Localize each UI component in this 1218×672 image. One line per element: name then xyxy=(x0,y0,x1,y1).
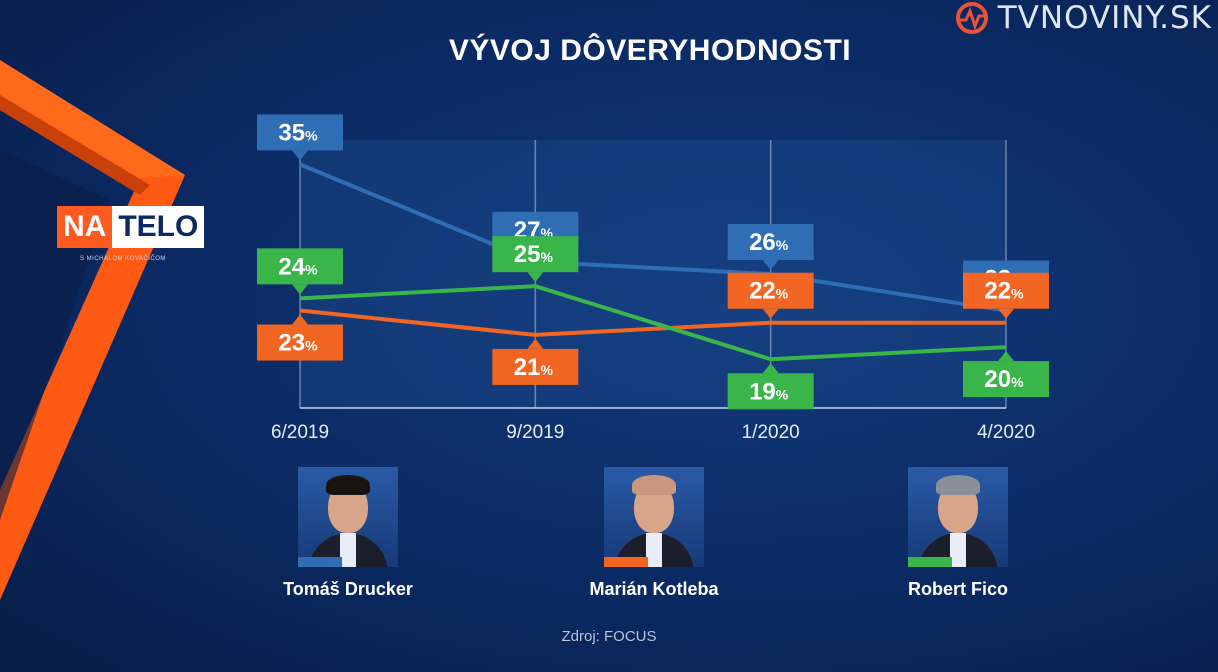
data-label-pointer xyxy=(527,338,544,349)
data-label-pointer xyxy=(998,308,1014,319)
data-label-pointer xyxy=(762,363,779,374)
show-logo: NA TELO xyxy=(57,206,205,248)
data-label-pointer xyxy=(292,150,308,161)
show-logo-part1: NA xyxy=(57,206,113,248)
data-label-box xyxy=(492,348,579,385)
tvnoviny-logo-icon xyxy=(955,2,988,34)
data-label-box xyxy=(963,272,1049,309)
data-label-box xyxy=(492,236,579,273)
source-note: Zdroj: FOCUS xyxy=(561,628,657,645)
channel-brand: TVNOVINY.SK xyxy=(952,0,1212,36)
data-label-box xyxy=(257,248,343,285)
data-label: 22% xyxy=(984,278,1024,305)
data-label-pointer xyxy=(292,314,308,325)
data-label-pointer xyxy=(292,284,308,295)
data-label-box xyxy=(257,114,343,151)
plot-area xyxy=(300,140,1006,408)
data-label-box xyxy=(727,224,814,260)
chart-title: VÝVOJ DÔVERYHODNOSTI xyxy=(448,34,852,67)
data-label-box xyxy=(727,373,814,410)
data-label-pointer xyxy=(762,260,779,270)
x-tick-label: 1/2020 xyxy=(742,422,800,443)
series-line-1 xyxy=(299,308,1006,337)
brand-name: TVNOVINY.SK xyxy=(997,0,1212,36)
data-label-pointer xyxy=(998,351,1014,362)
data-label-box xyxy=(963,361,1049,398)
x-tick-label: 6/2019 xyxy=(271,422,329,443)
series-line-2 xyxy=(299,284,1007,362)
series-line-0 xyxy=(299,162,1007,313)
x-tick-label: 4/2020 xyxy=(977,422,1035,443)
x-tick-label: 9/2019 xyxy=(506,422,564,443)
data-label-pointer xyxy=(762,308,779,319)
data-label-pointer xyxy=(527,272,544,283)
data-label-box xyxy=(257,324,343,361)
show-logo-part2: TELO xyxy=(112,206,205,248)
data-label-box xyxy=(727,272,814,309)
show-subtitle: S MICHALOM KOVAČIČOM xyxy=(80,256,166,262)
